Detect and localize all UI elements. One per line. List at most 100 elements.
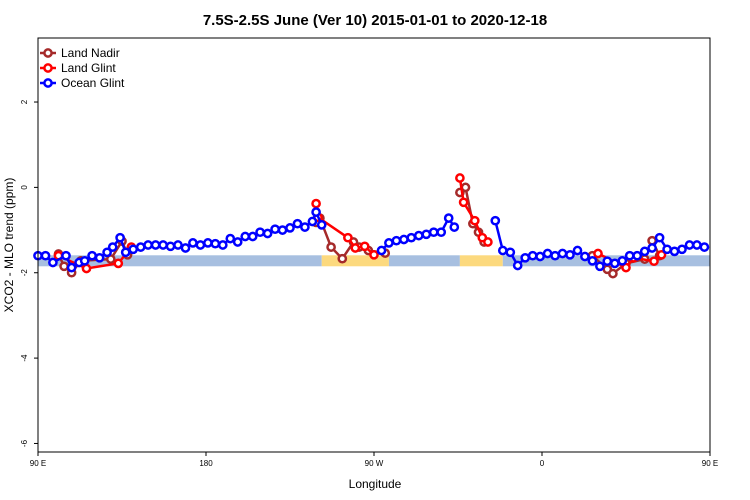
y-tick-label: 2 [20, 99, 29, 104]
ocean-glint-point [497, 245, 508, 256]
ocean-glint-point [602, 256, 613, 267]
land-glint-point [113, 258, 124, 269]
ocean-glint-point [580, 251, 590, 262]
legend-item-ocean-glint: Ocean Glint [40, 76, 125, 90]
legend-swatch-point [43, 63, 53, 73]
land-glint-point [649, 256, 659, 267]
ocean-glint-point [217, 240, 228, 250]
ocean-glint-point [647, 243, 657, 253]
ocean-glint-point [565, 249, 575, 260]
ocean-glint-point [240, 231, 251, 242]
ocean-glint-point [406, 232, 417, 243]
ocean-glint-point [443, 213, 454, 223]
y-tick-label: 0 [20, 185, 29, 190]
land-glint-point [455, 173, 465, 183]
surface-band-ocean-2 [388, 255, 460, 267]
series-layer [33, 173, 710, 279]
legend-label: Ocean Glint [61, 76, 125, 90]
surface-band-land-1 [321, 255, 389, 267]
ocean-glint-point [120, 247, 131, 258]
ocean-glint-point [512, 260, 523, 271]
land-nadir-point [460, 182, 471, 193]
ocean-glint-point [550, 250, 560, 261]
ocean-glint-point [66, 262, 77, 273]
y-tick-label: -2 [20, 269, 29, 277]
ocean-glint-point [527, 250, 538, 261]
land-glint-point [469, 215, 480, 226]
legend-item-land-glint: Land Glint [40, 61, 116, 75]
series-ocean-glint [33, 207, 710, 273]
surface-band-ocean-0 [38, 255, 322, 267]
legend-item-land-nadir: Land Nadir [40, 46, 120, 60]
x-tick-label: 90 E [702, 459, 718, 468]
ocean-glint-point [639, 246, 650, 257]
legend-swatch-point [43, 78, 53, 88]
land-glint-point [81, 263, 92, 274]
ocean-glint-point [128, 244, 139, 255]
land-glint-point [458, 197, 469, 208]
ocean-glint-point [277, 225, 288, 235]
ocean-glint-point [505, 247, 516, 258]
land-nadir-point [105, 254, 116, 264]
ocean-glint-point [520, 252, 531, 263]
ocean-glint-point [180, 243, 191, 253]
ocean-glint-point [158, 240, 168, 250]
ocean-glint-point [624, 250, 635, 261]
ocean-glint-point [285, 223, 295, 233]
x-tick-label: 90 E [30, 459, 46, 468]
land-nadir-point [608, 268, 618, 279]
y-axis: 2 0 -2 -4 -6 [20, 99, 38, 447]
ocean-glint-point [270, 224, 280, 235]
ocean-glint-point [662, 244, 672, 255]
ocean-glint-point [677, 244, 687, 255]
land-glint-point [483, 237, 493, 247]
land-nadir-point [326, 242, 336, 252]
ocean-glint-point [300, 222, 310, 232]
ocean-glint-point [399, 234, 409, 245]
ocean-glint-point [617, 255, 628, 266]
ocean-glint-point [609, 258, 620, 269]
ocean-glint-point [79, 255, 90, 266]
legend-label: Land Glint [61, 61, 116, 75]
land-glint-point [621, 262, 631, 273]
ocean-glint-point [188, 238, 198, 248]
land-glint-point [593, 248, 603, 259]
ocean-glint-point [203, 238, 213, 248]
x-axis: 90 E 180 90 W 0 90 E [30, 452, 718, 468]
ocean-glint-point [115, 232, 125, 243]
land-glint-point [369, 249, 379, 260]
chart-title: 7.5S-2.5S June (Ver 10) 2015-01-01 to 20… [203, 12, 547, 29]
ocean-glint-point [40, 250, 51, 261]
ocean-glint-point [150, 240, 161, 250]
ocean-glint-point [135, 242, 146, 252]
ocean-glint-point [535, 251, 545, 262]
ocean-glint-point [87, 250, 97, 261]
y-tick-label: -6 [20, 439, 29, 447]
ocean-glint-point [316, 220, 327, 230]
x-axis-label: Longitude [349, 477, 402, 491]
ocean-glint-point [428, 227, 439, 238]
x-tick-label: 90 W [365, 459, 384, 468]
ocean-glint-point [107, 242, 118, 252]
ocean-glint-point [699, 242, 710, 252]
ocean-glint-point [255, 227, 265, 238]
ocean-glint-point [436, 227, 447, 238]
ocean-glint-point [654, 232, 665, 243]
y-tick-label: -4 [20, 354, 29, 362]
land-glint-point [359, 241, 370, 252]
ocean-glint-point [173, 240, 183, 250]
land-glint-point [343, 232, 353, 243]
ocean-glint-point [587, 255, 598, 266]
land-glint-point [311, 198, 321, 209]
ocean-glint-point [384, 238, 394, 248]
ocean-glint-point [292, 218, 303, 229]
ocean-glint-point [48, 257, 58, 268]
ocean-glint-point [595, 261, 605, 272]
ocean-glint-point [143, 240, 153, 250]
land-glint-point [656, 249, 667, 260]
ocean-glint-point [376, 245, 387, 256]
ocean-glint-point [225, 233, 236, 244]
surface-band-land-3 [459, 255, 503, 267]
